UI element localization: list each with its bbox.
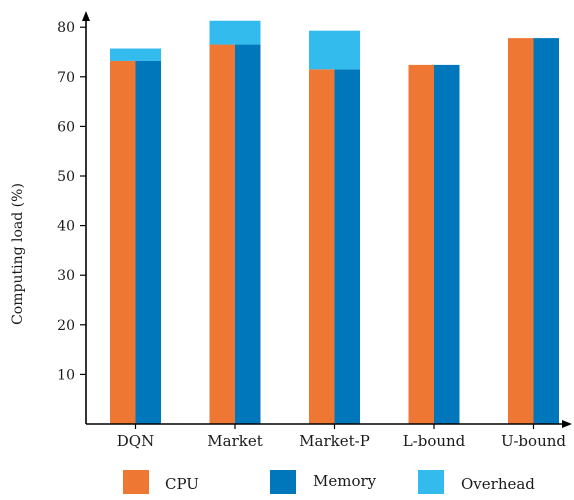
legend-label-overhead: Overhead xyxy=(461,475,535,493)
legend-label-cpu: CPU xyxy=(165,475,199,493)
bar-cpu-l-bound xyxy=(409,65,435,424)
x-tick-label-u-bound: U-bound xyxy=(501,432,566,450)
y-tick-label-80: 80 xyxy=(57,20,75,36)
bar-memory-l-bound xyxy=(434,65,460,424)
legend-swatch-memory xyxy=(270,470,296,494)
x-tick-labels: DQN Market Market-P L-bound U-bound xyxy=(117,424,567,450)
y-tick-label-50: 50 xyxy=(57,169,75,185)
x-tick-label-market-p: Market-P xyxy=(299,432,370,450)
bar-memory-dqn xyxy=(136,61,162,424)
bar-memory-market-p xyxy=(335,69,361,424)
bar-overhead-market-p xyxy=(309,31,360,70)
bar-overhead-market xyxy=(210,21,261,45)
legend-swatch-cpu xyxy=(123,470,149,494)
x-axis-arrow-icon xyxy=(562,420,572,428)
bar-overhead-dqn xyxy=(110,49,161,61)
legend-label-memory: Memory xyxy=(313,472,377,490)
x-tick-label-market: Market xyxy=(207,432,262,450)
legend-swatch-overhead xyxy=(418,470,444,494)
bar-memory-market xyxy=(235,45,261,424)
y-tick-label-10: 10 xyxy=(57,367,75,383)
y-tick-label-20: 20 xyxy=(57,318,75,334)
bar-cpu-u-bound xyxy=(508,38,534,424)
y-tick-label-70: 70 xyxy=(57,70,75,86)
x-tick-label-dqn: DQN xyxy=(117,432,154,450)
bar-memory-u-bound xyxy=(534,38,560,424)
legend: CPU Memory Overhead xyxy=(123,470,535,494)
y-tick-label-40: 40 xyxy=(57,219,75,235)
bar-cpu-dqn xyxy=(110,61,136,424)
y-axis-arrow-icon xyxy=(82,11,90,21)
bars-layer xyxy=(110,21,559,424)
y-tick-label-60: 60 xyxy=(57,119,75,135)
bar-cpu-market xyxy=(210,45,236,424)
x-tick-label-l-bound: L-bound xyxy=(403,432,466,450)
bar-cpu-market-p xyxy=(309,69,335,424)
y-ticks: 10 20 30 40 50 60 70 80 xyxy=(57,20,86,383)
y-tick-label-30: 30 xyxy=(57,268,75,284)
y-axis-title: Computing load (%) xyxy=(10,183,26,325)
